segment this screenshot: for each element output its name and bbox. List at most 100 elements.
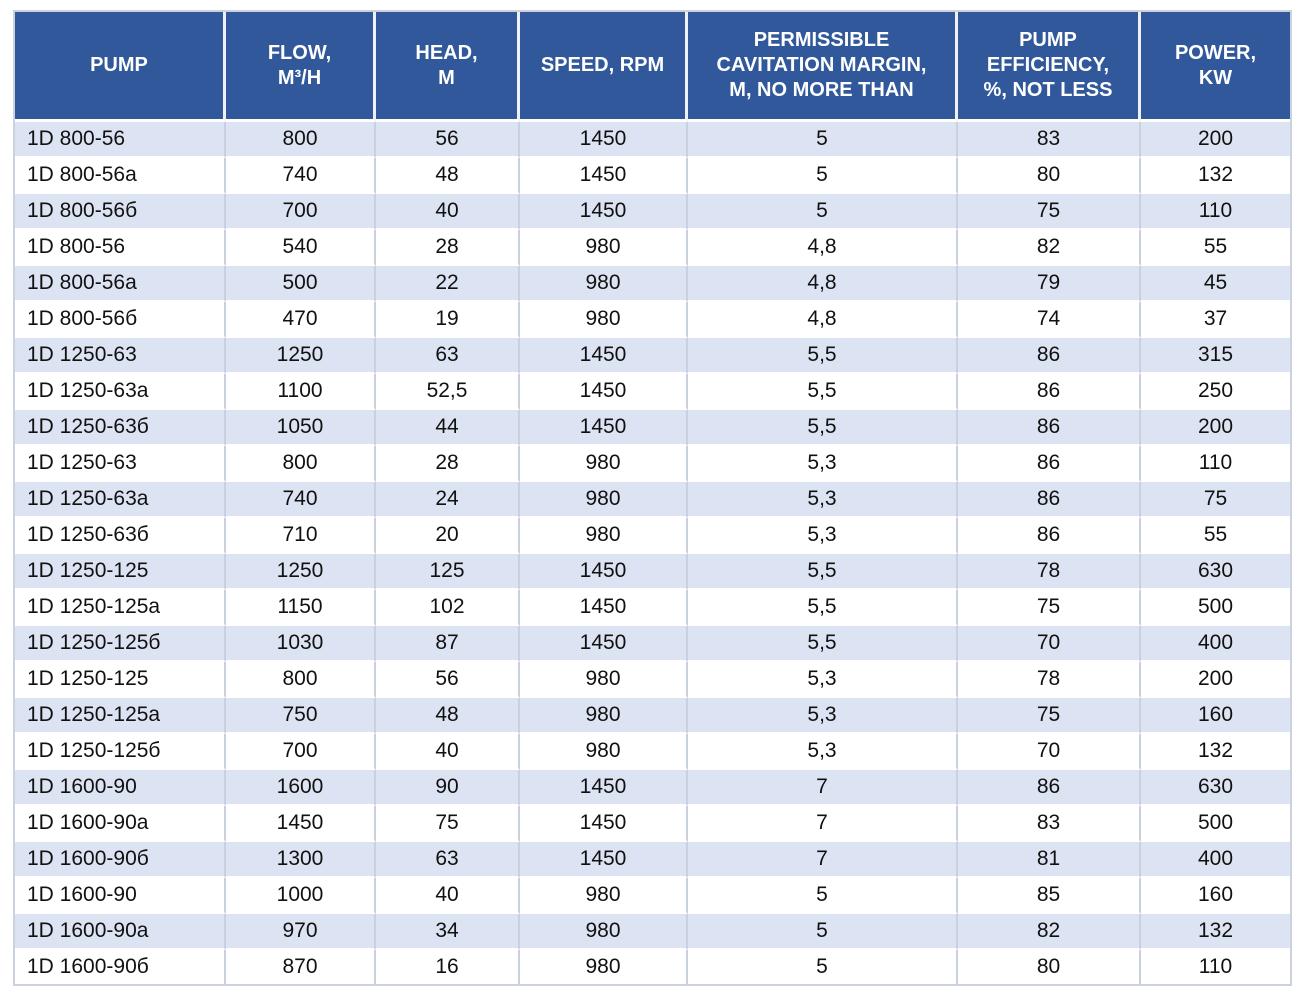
cell-speed: 1450	[520, 158, 688, 194]
cell-efficiency: 85	[958, 878, 1141, 914]
cell-power: 500	[1141, 806, 1290, 842]
cell-pump: 1D 1600-90	[15, 878, 226, 914]
table-row: 1D 1600-90a 970 34 980 5 82 132	[15, 914, 1290, 950]
table-row: 1D 1250-125б 1030 87 1450 5,5 70 400	[15, 626, 1290, 662]
cell-cavitation: 5,5	[688, 554, 958, 590]
cell-head: 44	[376, 410, 520, 446]
cell-efficiency: 75	[958, 698, 1141, 734]
cell-flow: 1450	[226, 806, 376, 842]
table-row: 1D 1250-125a 750 48 980 5,3 75 160	[15, 698, 1290, 734]
cell-head: 102	[376, 590, 520, 626]
cell-pump: 1D 1250-125	[15, 662, 226, 698]
cell-speed: 1450	[520, 554, 688, 590]
cell-head: 56	[376, 122, 520, 158]
cell-power: 45	[1141, 266, 1290, 302]
table-row: 1D 1600-90a 1450 75 1450 7 83 500	[15, 806, 1290, 842]
cell-speed: 1450	[520, 338, 688, 374]
cell-speed: 980	[520, 302, 688, 338]
cell-efficiency: 86	[958, 518, 1141, 554]
table-row: 1D 800-56б 700 40 1450 5 75 110	[15, 194, 1290, 230]
cell-speed: 1450	[520, 590, 688, 626]
cell-power: 400	[1141, 842, 1290, 878]
cell-head: 63	[376, 338, 520, 374]
cell-flow: 970	[226, 914, 376, 950]
table-row: 1D 800-56 800 56 1450 5 83 200	[15, 122, 1290, 158]
cell-speed: 980	[520, 698, 688, 734]
cell-cavitation: 5	[688, 122, 958, 158]
cell-flow: 700	[226, 194, 376, 230]
cell-speed: 1450	[520, 122, 688, 158]
cell-head: 75	[376, 806, 520, 842]
header-row: PUMP FLOW, M³/H HEAD, M SPEED, RPM PERMISSIB…	[15, 12, 1290, 122]
cell-efficiency: 83	[958, 122, 1141, 158]
cell-power: 37	[1141, 302, 1290, 338]
table-row: 1D 800-56a 740 48 1450 5 80 132	[15, 158, 1290, 194]
cell-pump: 1D 1600-90б	[15, 842, 226, 878]
cell-power: 200	[1141, 122, 1290, 158]
cell-flow: 1600	[226, 770, 376, 806]
cell-cavitation: 5,3	[688, 698, 958, 734]
cell-power: 110	[1141, 950, 1290, 984]
cell-head: 40	[376, 194, 520, 230]
cell-power: 500	[1141, 590, 1290, 626]
cell-efficiency: 86	[958, 338, 1141, 374]
cell-flow: 700	[226, 734, 376, 770]
cell-cavitation: 7	[688, 806, 958, 842]
cell-flow: 500	[226, 266, 376, 302]
cell-efficiency: 80	[958, 950, 1141, 984]
cell-speed: 1450	[520, 194, 688, 230]
cell-efficiency: 86	[958, 482, 1141, 518]
cell-cavitation: 5,3	[688, 446, 958, 482]
cell-flow: 870	[226, 950, 376, 984]
column-header-power: POWER, KW	[1141, 12, 1290, 122]
cell-efficiency: 82	[958, 230, 1141, 266]
cell-head: 48	[376, 158, 520, 194]
cell-flow: 1300	[226, 842, 376, 878]
cell-head: 28	[376, 230, 520, 266]
cell-head: 20	[376, 518, 520, 554]
cell-efficiency: 78	[958, 662, 1141, 698]
cell-power: 630	[1141, 554, 1290, 590]
cell-pump: 1D 1250-63	[15, 338, 226, 374]
table-row: 1D 1250-125a 1150 102 1450 5,5 75 500	[15, 590, 1290, 626]
column-header-speed: SPEED, RPM	[520, 12, 688, 122]
cell-efficiency: 82	[958, 914, 1141, 950]
pump-spec-table: PUMP FLOW, M³/H HEAD, M SPEED, RPM PERMISSIB…	[13, 10, 1292, 986]
column-header-pump: PUMP	[15, 12, 226, 122]
cell-speed: 1450	[520, 626, 688, 662]
cell-head: 48	[376, 698, 520, 734]
table-row: 1D 800-56a 500 22 980 4,8 79 45	[15, 266, 1290, 302]
cell-flow: 1150	[226, 590, 376, 626]
cell-power: 55	[1141, 518, 1290, 554]
cell-efficiency: 74	[958, 302, 1141, 338]
table-row: 1D 800-56 540 28 980 4,8 82 55	[15, 230, 1290, 266]
cell-flow: 800	[226, 122, 376, 158]
cell-power: 315	[1141, 338, 1290, 374]
cell-head: 22	[376, 266, 520, 302]
cell-flow: 1250	[226, 554, 376, 590]
cell-pump: 1D 1250-125a	[15, 590, 226, 626]
cell-speed: 1450	[520, 374, 688, 410]
cell-efficiency: 79	[958, 266, 1141, 302]
cell-speed: 980	[520, 482, 688, 518]
cell-cavitation: 4,8	[688, 230, 958, 266]
cell-head: 40	[376, 734, 520, 770]
cell-pump: 1D 1250-125б	[15, 626, 226, 662]
cell-flow: 470	[226, 302, 376, 338]
cell-efficiency: 86	[958, 374, 1141, 410]
cell-efficiency: 86	[958, 770, 1141, 806]
cell-pump: 1D 1600-90a	[15, 914, 226, 950]
column-header-cavitation: PERMISSIBLE CAVITATION MARGIN, M, NO MOR…	[688, 12, 958, 122]
cell-speed: 1450	[520, 842, 688, 878]
table-header: PUMP FLOW, M³/H HEAD, M SPEED, RPM PERMISSIB…	[15, 12, 1290, 122]
cell-cavitation: 5,5	[688, 374, 958, 410]
cell-speed: 1450	[520, 410, 688, 446]
cell-head: 56	[376, 662, 520, 698]
cell-flow: 800	[226, 662, 376, 698]
cell-efficiency: 81	[958, 842, 1141, 878]
cell-efficiency: 75	[958, 590, 1141, 626]
table-row: 1D 1250-63 1250 63 1450 5,5 86 315	[15, 338, 1290, 374]
table-row: 1D 1250-125 800 56 980 5,3 78 200	[15, 662, 1290, 698]
cell-flow: 750	[226, 698, 376, 734]
column-header-head: HEAD, M	[376, 12, 520, 122]
